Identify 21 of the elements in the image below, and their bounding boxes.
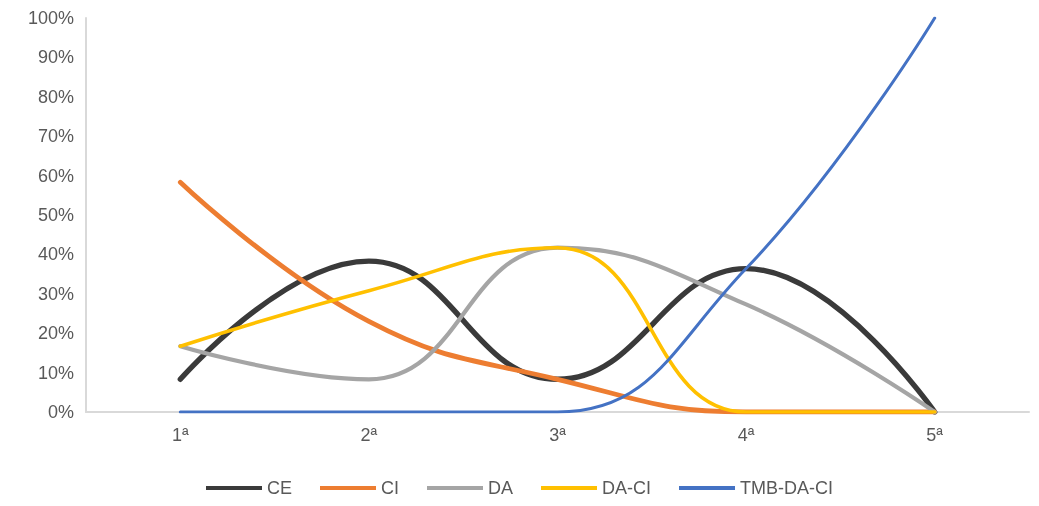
y-tick-label: 50% [37,205,74,225]
y-tick-label: 30% [37,283,74,304]
y-tick-label: 90% [37,47,74,68]
y-tick-label: 20% [37,323,74,344]
legend-label: CI [381,478,400,498]
legend-label: DA [488,478,514,498]
y-tick-label: 40% [37,244,74,265]
y-tick-label: 80% [37,86,74,107]
legend-label: DA-CI [602,478,652,498]
legend-label: TMB-DA-CI [740,478,834,498]
x-tick-label: 2ª [360,425,378,445]
x-tick-label: 3ª [549,425,567,445]
y-tick-label: 70% [37,126,74,147]
x-tick-label: 4ª [737,425,755,445]
y-tick-label: 60% [37,165,74,186]
y-tick-label: 100% [27,8,74,28]
y-tick-label: 10% [37,362,74,383]
y-tick-label: 0% [47,402,74,422]
legend-label: CE [267,478,293,498]
x-tick-label: 5ª [926,425,944,445]
x-tick-label: 1ª [171,425,189,445]
